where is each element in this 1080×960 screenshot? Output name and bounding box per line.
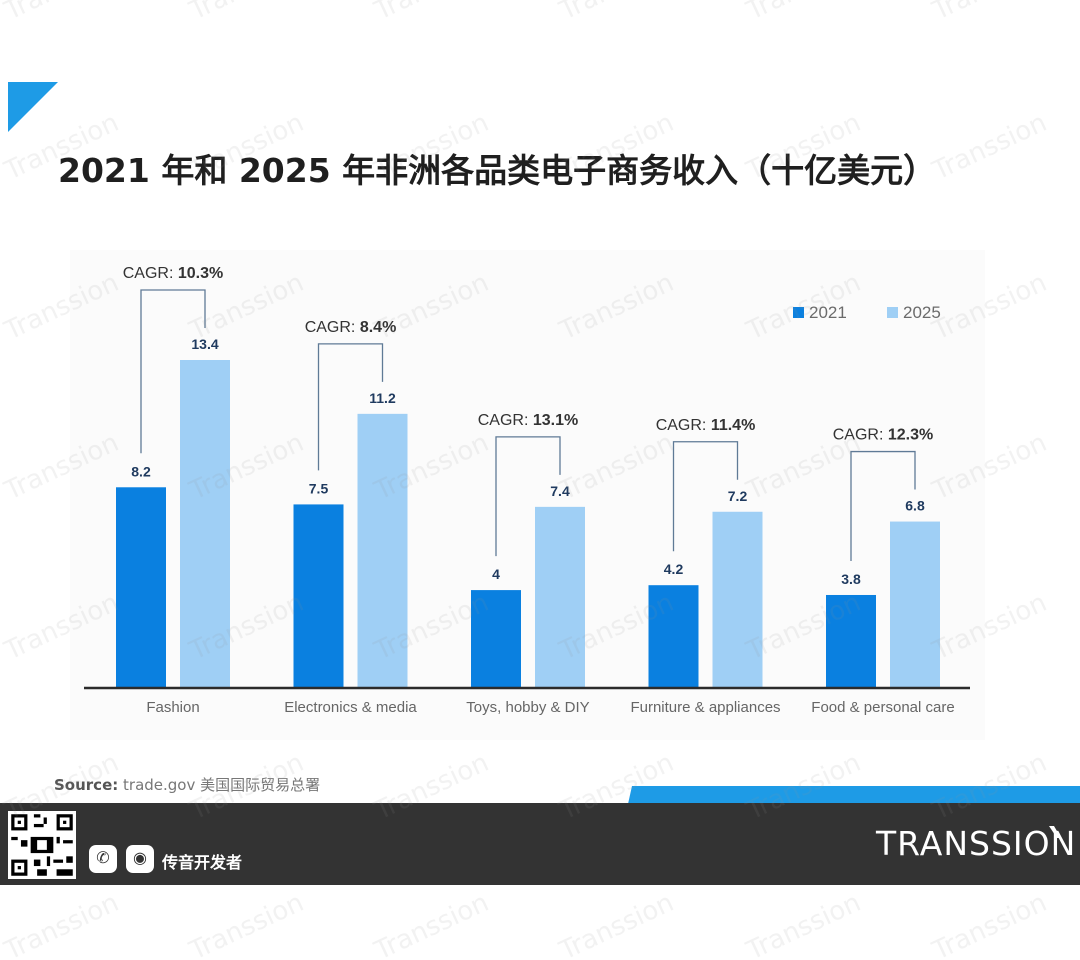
bar-2025-4: [890, 521, 940, 688]
x-tick-label-0: Fashion: [146, 699, 199, 716]
cagr-bracket-1: [317, 343, 384, 471]
page-title: 2021 年和 2025 年非洲各品类电子商务收入（十亿美元）: [58, 151, 937, 190]
cagr-value-1: 8.4%: [360, 319, 396, 336]
x-tick-label-2: Toys, hobby & DIY: [466, 699, 589, 716]
data-label-2025-0: 13.4: [191, 336, 218, 352]
cagr-label-0: CAGR: 10.3%: [123, 265, 224, 282]
x-tick-label-3: Furniture & appliances: [630, 699, 780, 716]
cagr-label-3: CAGR: 11.4%: [656, 417, 756, 434]
source-line: Source: trade.gov 美国国际贸易总署: [54, 774, 320, 795]
bar-2021-0: [116, 487, 166, 688]
bar-2021-3: [648, 585, 699, 688]
brand-logo: TRANSSION: [876, 824, 1076, 863]
cagr-prefix-3: CAGR:: [656, 417, 711, 434]
qr-code: [8, 811, 76, 879]
cagr-label-2: CAGR: 13.1%: [478, 412, 579, 429]
footer-bar: [0, 803, 1080, 885]
legend-label-2025: 2025: [903, 303, 941, 322]
bar-2021-2: [471, 590, 521, 688]
cagr-prefix-2: CAGR:: [478, 412, 533, 429]
cagr-bracket-2: [495, 436, 561, 557]
cagr-value-0: 10.3%: [178, 265, 223, 282]
data-label-2021-2: 4: [492, 566, 500, 582]
bar-2025-2: [535, 506, 585, 688]
brand-text: TRANSSION: [876, 824, 1077, 863]
cagr-value-4: 12.3%: [888, 427, 933, 444]
bar-2025-3: [712, 511, 763, 688]
bar-2025-0: [180, 360, 230, 688]
cagr-value-3: 11.4%: [711, 417, 755, 434]
cagr-prefix-1: CAGR:: [305, 319, 360, 336]
source-text: trade.gov 美国国际贸易总署: [118, 776, 321, 794]
footer-social-label: 传音开发者: [162, 853, 243, 872]
cagr-label-4: CAGR: 12.3%: [833, 427, 934, 444]
data-label-2021-3: 4.2: [664, 561, 684, 577]
legend-swatch-2021: [793, 307, 804, 318]
legend-label-2021: 2021: [809, 303, 847, 322]
cagr-bracket-3: [672, 441, 739, 552]
cagr-prefix-0: CAGR:: [123, 265, 178, 282]
data-label-2021-4: 3.8: [841, 571, 861, 587]
cagr-label-1: CAGR: 8.4%: [305, 319, 397, 336]
data-label-2021-1: 7.5: [309, 480, 329, 496]
wechat-icon[interactable]: ✆: [89, 845, 117, 873]
data-label-2025-3: 7.2: [728, 488, 748, 504]
cagr-bracket-4: [850, 450, 916, 561]
footer-accent-stripe: [628, 786, 1080, 804]
data-label-2025-2: 7.4: [550, 483, 570, 499]
brand-tick-icon: [1049, 826, 1061, 838]
bar-2021-4: [826, 594, 876, 688]
cagr-bracket-0: [140, 289, 206, 454]
bar-2021-1: [293, 504, 344, 688]
bar-2025-1: [357, 413, 408, 688]
data-label-2021-0: 8.2: [131, 463, 151, 479]
source-label: Source:: [54, 776, 119, 794]
legend-swatch-2025: [887, 307, 898, 318]
data-label-2025-4: 6.8: [905, 498, 925, 514]
data-label-2025-1: 11.2: [369, 390, 396, 406]
x-tick-label-4: Food & personal care: [811, 699, 954, 716]
corner-accent-triangle: [8, 82, 58, 132]
weibo-icon[interactable]: ◉: [126, 845, 154, 873]
cagr-value-2: 13.1%: [533, 412, 578, 429]
x-tick-label-1: Electronics & media: [284, 699, 417, 716]
cagr-prefix-4: CAGR:: [833, 427, 888, 444]
